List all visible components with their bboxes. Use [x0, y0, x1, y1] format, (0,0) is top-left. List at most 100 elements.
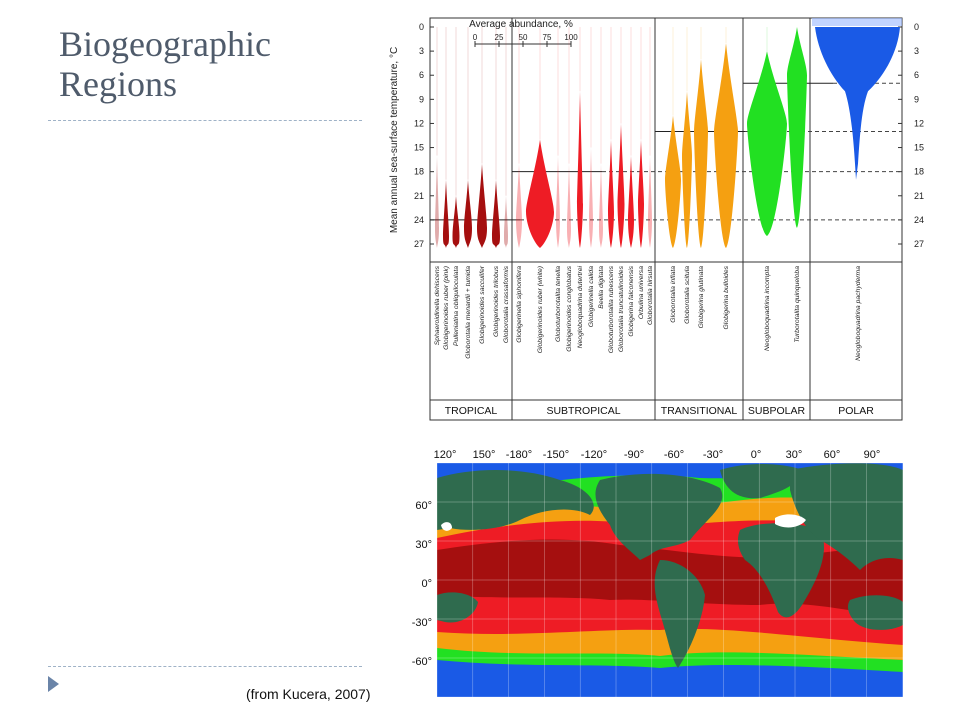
map-zone-band-5: [437, 648, 903, 672]
species-label-12: Globigerinella calida: [588, 266, 595, 327]
source-citation: (from Kucera, 2007): [246, 686, 371, 702]
species-glyph-11: [577, 91, 583, 249]
map-landmass-3: [720, 464, 803, 499]
y-tick-label-right-4: 12: [914, 118, 924, 128]
map-landmass-4: [737, 523, 825, 618]
species-glyph-14: [608, 139, 614, 249]
species-label-22: Globigerina bulloides: [723, 265, 730, 329]
species-glyph-1: [443, 179, 449, 249]
y-tick-label-left-1: 3: [419, 46, 424, 56]
y-tick-label-left-2: 6: [419, 70, 424, 80]
map-latitude-label-3: -30°: [412, 617, 432, 629]
y-tick-label-right-5: 15: [914, 143, 924, 153]
species-label-24: Turborotalita quinqueloba: [794, 266, 801, 343]
species-glyph-polar: [815, 27, 900, 180]
map-landmass-1: [595, 473, 723, 560]
species-glyph-6: [504, 195, 508, 249]
species-glyph-19: [665, 115, 681, 249]
legend-tick-label-4: 100: [564, 33, 578, 42]
species-label-8: Globigerinoides ruber (white): [537, 266, 544, 353]
map-ice-island-1: [441, 522, 452, 531]
region-label-transitional: TRANSITIONAL: [661, 405, 738, 417]
y-tick-label-right-1: 3: [914, 46, 919, 56]
species-glyphs: [435, 27, 807, 249]
species-label-0: Sphaeroidinella dehiscens: [434, 265, 441, 345]
map-latitude-label-4: -60°: [412, 656, 432, 668]
species-glyph-4: [477, 163, 487, 249]
species-label-2: Pulleniatina obliquiloculata: [453, 266, 460, 346]
species-label-25: Neogloboquadrina pachyderma: [855, 266, 862, 361]
species-glyph-8: [526, 139, 554, 249]
y-tick-label-right-2: 6: [914, 70, 919, 80]
y-tick-label-left-8: 24: [414, 215, 424, 225]
title-line-2: Regions: [59, 64, 178, 104]
region-label-polar: POLAR: [838, 405, 874, 417]
region-label-subpolar: SUBPOLAR: [748, 405, 806, 417]
y-tick-label-left-3: 9: [419, 94, 424, 104]
legend-tick-label-0: 0: [473, 33, 478, 42]
species-label-9: Globoturborotalita tenella: [555, 266, 562, 342]
biogeographic-map: [436, 462, 903, 698]
map-longitude-label-5: -90°: [624, 449, 644, 461]
species-glyph-9: [556, 155, 560, 249]
species-label-23: Neogloboquadrina incompta: [764, 266, 771, 351]
y-tick-label-right-0: 0: [914, 22, 919, 32]
species-label-3: Globorotalia menardii + tumida: [465, 266, 472, 359]
map-landmass-7: [847, 595, 903, 630]
species-glyph-5: [492, 179, 500, 249]
species-glyph-13: [599, 163, 603, 249]
y-axis-label: Mean annual sea-surface temperature, °C: [389, 47, 400, 233]
title-line-1: Biogeographic: [59, 24, 271, 64]
map-longitude-label-1: 150°: [473, 449, 496, 461]
map-longitude-label-10: 60°: [824, 449, 841, 461]
legend-title: Average abundance, %: [469, 19, 573, 30]
map-longitude-label-0: 120°: [434, 449, 457, 461]
species-glyph-16: [628, 155, 634, 249]
species-glyph-18: [648, 155, 652, 249]
y-tick-label-left-0: 0: [419, 22, 424, 32]
map-longitude-label-4: -120°: [581, 449, 607, 461]
bullet-arrow-icon: [48, 676, 59, 692]
map-landmass-5: [790, 463, 903, 570]
map-latitude-label-0: 60°: [415, 500, 432, 512]
legend-tick-label-3: 75: [543, 33, 552, 42]
y-tick-label-right-6: 18: [914, 167, 924, 177]
region-label-tropical: TROPICAL: [445, 405, 498, 417]
map-longitude-label-8: 0°: [751, 449, 762, 461]
species-label-7: Globigerinella siphonifera: [516, 266, 523, 343]
species-label-17: Orbulina universa: [638, 266, 645, 319]
species-glyph-17: [638, 139, 644, 249]
y-tick-label-left-7: 21: [414, 191, 424, 201]
title-divider: [48, 120, 362, 121]
species-label-21: Globigerina glutinata: [698, 266, 705, 329]
map-longitude-label-6: -60°: [664, 449, 684, 461]
y-tick-label-left-9: 27: [414, 239, 424, 249]
y-tick-label-right-3: 9: [914, 94, 919, 104]
species-label-6: Globorotalia crassaformis: [503, 265, 510, 343]
species-label-4: Globigerinoides sacculifer: [479, 265, 486, 344]
map-latitude-label-2: 0°: [421, 578, 432, 590]
figure-frame: [429, 17, 903, 421]
species-glyph-20: [682, 91, 692, 249]
y-tick-label-left-6: 18: [414, 167, 424, 177]
species-label-15: Globorotalia truncatulinoides: [618, 265, 625, 352]
species-glyph-24: [787, 27, 807, 228]
species-label-10: Globigerinoides conglobatus: [566, 265, 573, 351]
y-tick-label-right-9: 27: [914, 239, 924, 249]
y-tick-label-right-7: 21: [914, 191, 924, 201]
species-label-20: Globorotalia scitula: [684, 266, 691, 324]
y-tick-label-right-8: 24: [914, 215, 924, 225]
species-label-16: Globigerina falconensis: [628, 265, 635, 336]
species-glyph-15: [617, 123, 625, 249]
species-label-14: Globoturborotalita rubescens: [608, 265, 615, 353]
legend-tick-label-1: 25: [495, 33, 504, 42]
species-label-19: Globorotalia inflata: [670, 266, 677, 323]
species-glyph-23: [747, 51, 787, 236]
species-glyph-0: [435, 155, 439, 249]
legend-tick-label-2: 50: [519, 33, 528, 42]
map-landmass-6: [437, 592, 478, 623]
y-tick-label-left-5: 15: [414, 143, 424, 153]
map-longitude-label-7: -30°: [703, 449, 723, 461]
species-label-1: Globigerinoides ruber (pink): [443, 266, 450, 350]
